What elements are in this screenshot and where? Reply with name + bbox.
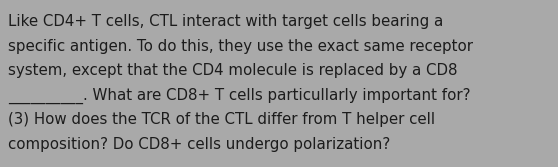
- Text: composition? Do CD8+ cells undergo polarization?: composition? Do CD8+ cells undergo polar…: [8, 136, 390, 151]
- Text: (3) How does the TCR of the CTL differ from T helper cell: (3) How does the TCR of the CTL differ f…: [8, 112, 435, 127]
- Text: Like CD4+ T cells, CTL interact with target cells bearing a: Like CD4+ T cells, CTL interact with tar…: [8, 14, 443, 29]
- Text: __________. What are CD8+ T cells particullarly important for?: __________. What are CD8+ T cells partic…: [8, 88, 470, 104]
- Text: specific antigen. To do this, they use the exact same receptor: specific antigen. To do this, they use t…: [8, 39, 473, 53]
- Text: system, except that the CD4 molecule is replaced by a CD8: system, except that the CD4 molecule is …: [8, 63, 458, 78]
